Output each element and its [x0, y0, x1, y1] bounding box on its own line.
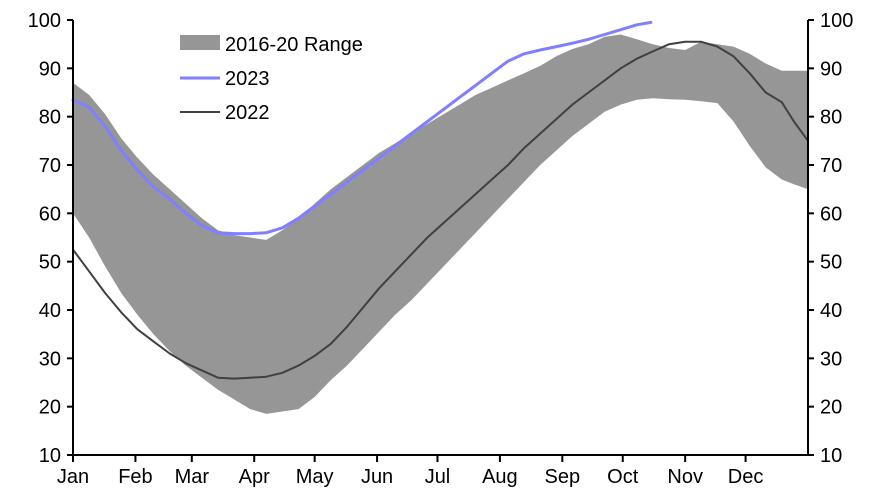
legend-label-2023: 2023 — [225, 68, 270, 90]
x-tick-label: Dec — [728, 466, 764, 488]
legend-swatch-range — [180, 35, 220, 50]
x-tick-label: Oct — [607, 466, 639, 488]
axes: 10 10 20 20 30 30 40 40 50 50 60 60 70 70 80 80 90 90 100 1… — [28, 10, 854, 488]
y-tick-label-right: 40 — [820, 300, 842, 322]
y-tick-label-left: 70 — [39, 155, 61, 177]
x-tick-label: Sep — [545, 466, 581, 488]
y-tick-label-right: 10 — [820, 445, 842, 467]
x-tick-label: Mar — [175, 466, 210, 488]
x-tick-label: Jul — [425, 466, 451, 488]
y-tick-label-right: 70 — [820, 155, 842, 177]
x-tick-label: Nov — [667, 466, 703, 488]
range-band — [73, 34, 808, 414]
legend-label-range: 2016-20 Range — [225, 34, 363, 56]
y-tick-label-right: 20 — [820, 397, 842, 419]
y-tick-label-left: 50 — [39, 252, 61, 274]
x-tick-label: Aug — [482, 466, 518, 488]
y-tick-label-left: 60 — [39, 203, 61, 225]
y-tick-label-right: 100 — [820, 10, 853, 32]
y-tick-label-left: 100 — [28, 10, 61, 32]
legend-label-2022: 2022 — [225, 102, 270, 124]
y-tick-label-right: 30 — [820, 348, 842, 370]
x-tick-label: Jan — [57, 466, 89, 488]
y-tick-label-right: 60 — [820, 203, 842, 225]
y-tick-label-left: 30 — [39, 348, 61, 370]
y-tick-label-right: 80 — [820, 107, 842, 129]
line-2022 — [72, 40, 809, 380]
y-tick-label-left: 80 — [39, 107, 61, 129]
x-tick-label: Feb — [118, 466, 152, 488]
y-tick-label-left: 40 — [39, 300, 61, 322]
line-2023 — [71, 20, 653, 236]
y-tick-label-right: 50 — [820, 252, 842, 274]
legend: 2016-20 Range 2023 2022 — [180, 34, 363, 124]
x-tick-label: Jun — [361, 466, 393, 488]
y-tick-label-left: 10 — [39, 445, 61, 467]
y-tick-label-left: 20 — [39, 397, 61, 419]
x-tick-label: Apr — [239, 466, 270, 488]
plot-area — [71, 20, 809, 414]
y-tick-label-right: 90 — [820, 58, 842, 80]
x-tick-label: May — [296, 466, 334, 488]
y-tick-label-left: 90 — [39, 58, 61, 80]
